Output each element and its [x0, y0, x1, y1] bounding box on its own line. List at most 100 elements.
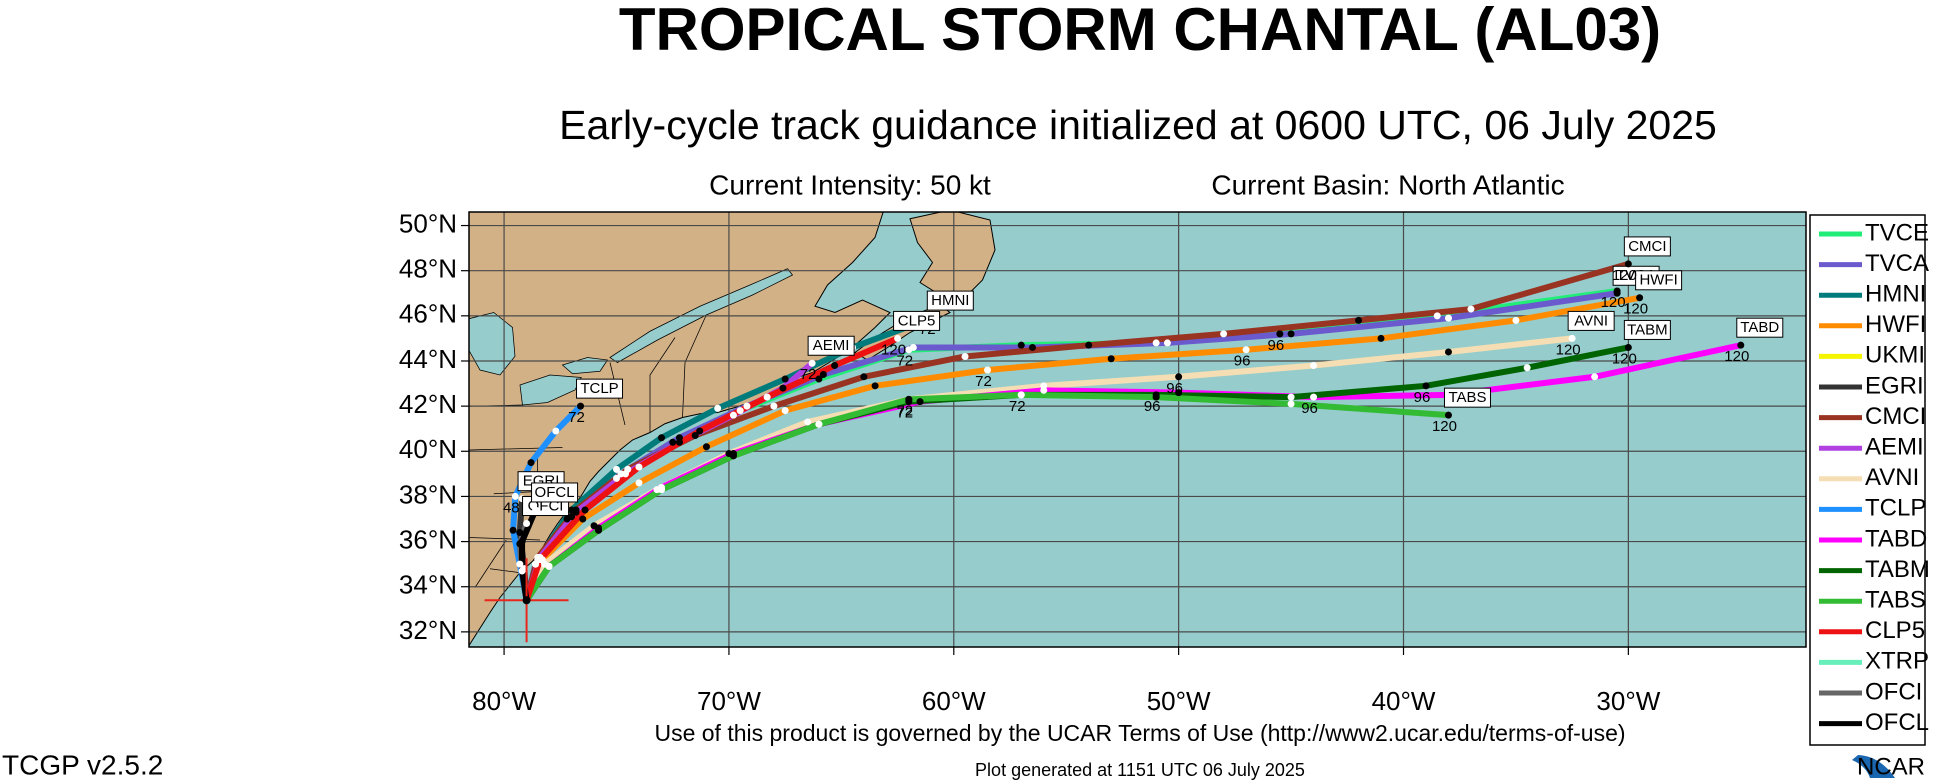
version: TCGP v2.5.2 [2, 749, 163, 780]
track-point [657, 434, 665, 442]
track-point [1737, 341, 1745, 349]
name-box [576, 378, 624, 399]
x-tick-label: 30°W [1596, 686, 1660, 716]
track-point [781, 375, 789, 383]
legend-label: UKMI [1865, 342, 1925, 369]
legend-label: OFCI [1865, 678, 1922, 705]
name-box [531, 482, 579, 503]
track-point [1636, 294, 1644, 302]
track-point [702, 443, 710, 451]
track-point [909, 343, 917, 351]
name-box [1736, 317, 1784, 338]
track-point [819, 371, 827, 379]
track-point [511, 492, 519, 500]
track-name-box: CMCI [1623, 236, 1671, 257]
annotation: Current Intensity: 50 kt [709, 169, 991, 200]
track-point [831, 362, 839, 370]
track-point [545, 562, 553, 570]
track-point [1444, 348, 1452, 356]
legend-label: CLP5 [1865, 617, 1925, 644]
track-point [581, 506, 589, 514]
track-point [743, 402, 751, 410]
track-point [1624, 260, 1632, 268]
name-box [1623, 319, 1671, 340]
track-name: AEMI [813, 337, 850, 354]
track-point [518, 567, 526, 575]
hour-label: 96 [1301, 400, 1318, 417]
name-box [1635, 270, 1683, 291]
track-point [675, 438, 683, 446]
legend-label: AEMI [1865, 434, 1924, 461]
y-tick-label: 34°N [399, 570, 457, 600]
track-point [781, 407, 789, 415]
track-point [568, 513, 576, 521]
x-tick-label: 50°W [1147, 686, 1211, 716]
legend-label: TVCA [1865, 250, 1929, 277]
track-point [532, 506, 540, 514]
track-name-box: TABS [1443, 387, 1491, 408]
legend-label: EGRI [1865, 372, 1924, 399]
track-point [1613, 289, 1621, 297]
track-point [1355, 316, 1363, 324]
track-point [1287, 393, 1295, 401]
track-point [1085, 341, 1093, 349]
track-name: TABD [1740, 319, 1779, 336]
tracks: 7296120TVCA72HMNI7296120HWFIEGRI120CMCI7… [469, 212, 1806, 647]
name-box [926, 290, 974, 311]
track-name: AVNI [1574, 312, 1608, 329]
track-point [916, 398, 924, 406]
hour-label: 96 [1414, 389, 1431, 406]
hour-label: 72 [896, 353, 913, 370]
track-point [579, 515, 587, 523]
lake [469, 268, 794, 513]
track-name-box: AEMI [807, 335, 855, 356]
track-name: OFCL [535, 484, 575, 501]
x-tick-label: 80°W [472, 686, 536, 716]
track-point [770, 402, 778, 410]
y-tick-label: 42°N [399, 389, 457, 419]
legend-label: TABM [1865, 556, 1930, 583]
track-point [1276, 330, 1284, 338]
track-point [509, 526, 517, 534]
track-point [1422, 382, 1430, 390]
track-point [905, 395, 913, 403]
track-point [1568, 334, 1576, 342]
hour-label: 120 [1601, 294, 1626, 311]
track-point [1444, 314, 1452, 322]
track-point [1175, 373, 1183, 381]
track-name-box: TCLP [576, 378, 624, 399]
hour-label: 120 [1623, 301, 1648, 318]
hour-label: 120 [881, 341, 906, 358]
track-point [1028, 343, 1036, 351]
track-point [729, 411, 737, 419]
track-point [815, 420, 823, 428]
track-point [635, 479, 643, 487]
track-point [779, 384, 787, 392]
hour-label: 72 [975, 373, 992, 390]
track-point [1175, 389, 1183, 397]
track-point [523, 520, 531, 528]
hour-label: 120 [1724, 348, 1749, 365]
current-position-dot [522, 596, 531, 605]
track-point [1591, 373, 1599, 381]
chart-subtitle: Early-cycle track guidance initialized a… [559, 102, 1717, 148]
hour-label: 72 [800, 366, 817, 383]
track-name-box: HWFI [1635, 270, 1683, 291]
x-tick-label: 70°W [697, 686, 761, 716]
track-point [1523, 364, 1531, 372]
track-name: HWFI [1639, 272, 1677, 289]
track-point [1220, 330, 1228, 338]
legend-label: XTRP [1865, 648, 1929, 675]
legend-label: TCLP [1865, 495, 1926, 522]
track-point [518, 538, 526, 546]
track-point [1017, 341, 1025, 349]
track-point [572, 508, 580, 516]
hour-label: 120 [1612, 350, 1637, 367]
track-point [1512, 316, 1520, 324]
track-point [1377, 334, 1385, 342]
track-point [984, 366, 992, 374]
y-tick-label: 38°N [399, 479, 457, 509]
track-name-box: HMNI [926, 290, 974, 311]
